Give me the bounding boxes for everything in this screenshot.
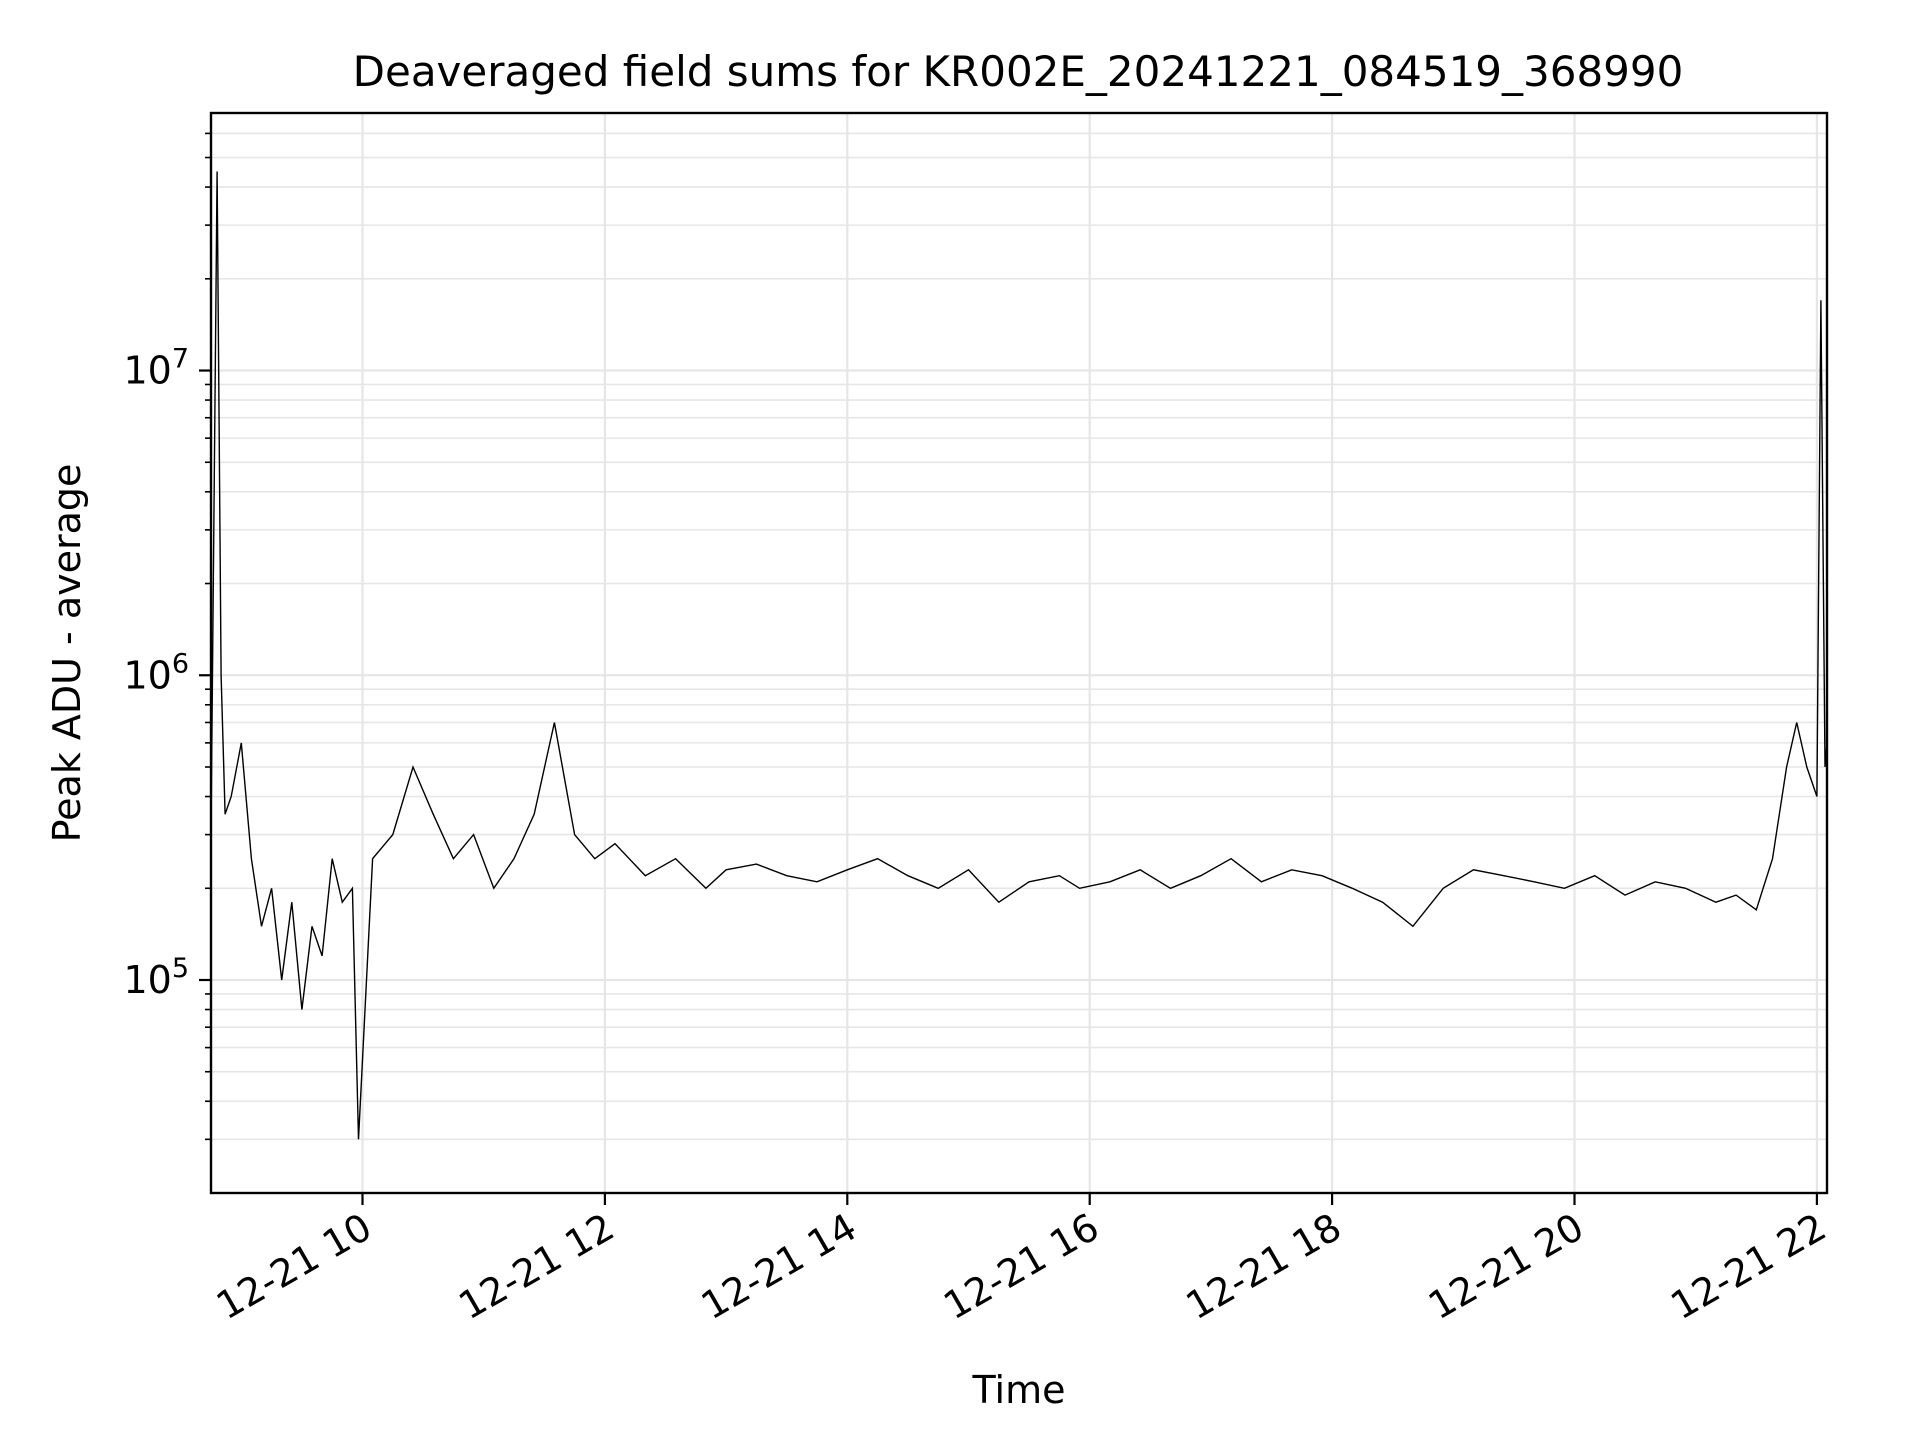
y-tick-label: 106	[123, 648, 189, 697]
x-axis-ticks: 12-21 10 12-21 12 12-21 14 12-21 16 12-21 18…	[209, 1193, 1833, 1328]
y-tick-label: 107	[123, 344, 189, 393]
y-tick-label: 105	[123, 953, 189, 1002]
plot-frame	[209, 111, 1829, 1195]
series-line	[210, 171, 1828, 1140]
x-tick-label: 12-21 22	[1663, 1205, 1833, 1329]
series-group	[210, 171, 1828, 1140]
x-tick-label: 12-21 18	[1179, 1205, 1349, 1329]
x-tick-label: 12-21 10	[209, 1205, 379, 1329]
x-tick-label: 12-21 14	[694, 1205, 864, 1329]
x-tick-label: 12-21 12	[451, 1205, 621, 1329]
chart-title: Deaveraged field sums for KR002E_2024122…	[353, 47, 1684, 96]
grid	[211, 113, 1827, 1193]
x-tick-label: 12-21 16	[936, 1205, 1106, 1329]
y-axis-ticks: 105 106 107	[123, 132, 211, 1141]
x-axis-label: Time	[972, 1368, 1066, 1412]
x-tick-label: 12-21 20	[1421, 1205, 1591, 1329]
y-axis-label: Peak ADU - average	[45, 464, 89, 843]
